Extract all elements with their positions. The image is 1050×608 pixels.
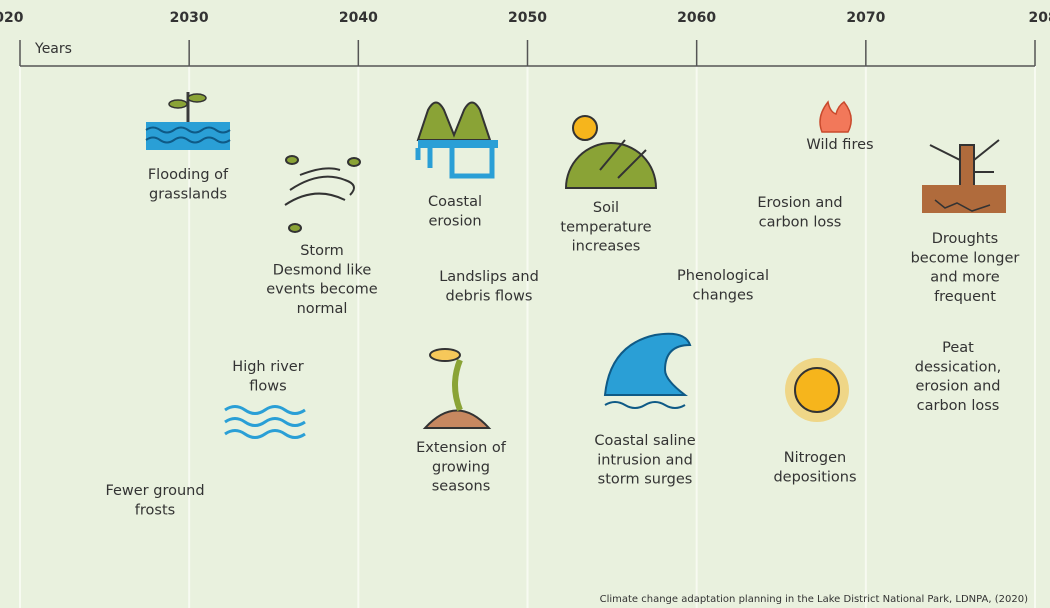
event: Nitrogen depositions bbox=[773, 450, 856, 485]
event: Erosion and carbon loss bbox=[757, 195, 842, 230]
event-label: erosion bbox=[428, 213, 481, 229]
year-label: 2080 bbox=[1029, 10, 1050, 26]
event-label: erosion and bbox=[916, 379, 1001, 395]
event: Peat dessication, erosion and carbon loss bbox=[915, 340, 1002, 414]
event-label: Coastal saline bbox=[594, 433, 695, 449]
icon-coastal-erosion bbox=[415, 101, 498, 179]
event: Landslips and debris flows bbox=[439, 269, 539, 304]
event-label: flows bbox=[249, 378, 286, 394]
icon-river bbox=[224, 405, 306, 439]
event-label: Flooding of bbox=[148, 167, 229, 183]
event-label: increases bbox=[572, 239, 641, 255]
event-label: frosts bbox=[135, 502, 175, 518]
icon-soil-temp bbox=[564, 115, 658, 189]
event-label: Nitrogen bbox=[784, 450, 846, 466]
event-label: depositions bbox=[773, 469, 856, 485]
icon-sun bbox=[785, 358, 849, 422]
year-label: 2030 bbox=[170, 10, 209, 26]
event-label: Wild fires bbox=[806, 137, 873, 153]
event-label: Erosion and bbox=[757, 195, 842, 211]
event-label: debris flows bbox=[446, 288, 533, 304]
event-label: carbon loss bbox=[917, 398, 1000, 414]
event: Fewer ground frosts bbox=[105, 483, 204, 518]
event: High river flows bbox=[232, 359, 303, 394]
event-label: become longer bbox=[911, 250, 1020, 266]
event: Coastal saline intrusion and storm surges bbox=[594, 433, 695, 488]
event-label: Landslips and bbox=[439, 269, 539, 285]
event-label: High river bbox=[232, 359, 303, 375]
year-label: 2040 bbox=[339, 10, 378, 26]
event: Storm Desmond like events become normal bbox=[266, 243, 378, 317]
event: Droughts become longer and more frequent bbox=[911, 231, 1020, 305]
event-label: and more bbox=[930, 270, 1000, 286]
event-label: intrusion and bbox=[597, 452, 693, 468]
event-label: temperature bbox=[560, 219, 651, 235]
event-label: Phenological bbox=[677, 268, 769, 284]
event: Extension of growing seasons bbox=[416, 440, 507, 495]
event-label: seasons bbox=[432, 479, 491, 495]
event: Flooding of grasslands bbox=[148, 167, 229, 202]
axis-label: Years bbox=[34, 41, 72, 57]
event: Soil temperature increases bbox=[560, 200, 651, 255]
event-label: Droughts bbox=[932, 231, 999, 247]
grid: 2020 2030 2040 2050 2060 2070 2080 bbox=[0, 10, 1050, 608]
event: Phenological changes bbox=[677, 268, 769, 303]
year-label: 2050 bbox=[508, 10, 547, 26]
event-label: Soil bbox=[593, 200, 619, 216]
event-label: events become bbox=[266, 282, 378, 298]
year-label: 2020 bbox=[0, 10, 24, 26]
icon-sprout bbox=[422, 348, 492, 429]
year-label: 2060 bbox=[677, 10, 716, 26]
icon-wave bbox=[603, 332, 692, 409]
event-label: Desmond like bbox=[273, 262, 372, 278]
event-label: storm surges bbox=[598, 472, 693, 488]
icon-fire bbox=[819, 100, 852, 133]
event-label: changes bbox=[693, 287, 754, 303]
event-label: Coastal bbox=[428, 194, 482, 210]
event-label: grasslands bbox=[149, 186, 227, 202]
icon-drought bbox=[922, 139, 1006, 213]
year-label: 2070 bbox=[846, 10, 885, 26]
event-label: growing bbox=[432, 459, 490, 475]
event-label: carbon loss bbox=[759, 214, 842, 230]
event-label: dessication, bbox=[915, 359, 1002, 375]
icon-grass-flood bbox=[145, 92, 231, 150]
event-label: frequent bbox=[934, 289, 996, 305]
event: Coastal erosion bbox=[428, 194, 482, 229]
event-label: Storm bbox=[300, 243, 344, 259]
event-label: Extension of bbox=[416, 440, 507, 456]
events: Flooding of grasslands Storm Desmond like ev… bbox=[105, 137, 1019, 518]
event: Wild fires bbox=[806, 137, 873, 153]
source: Climate change adaptation planning in th… bbox=[600, 594, 1029, 605]
event-label: normal bbox=[297, 301, 348, 317]
event-label: Peat bbox=[942, 340, 974, 356]
icon-storm bbox=[284, 155, 361, 233]
event-label: Fewer ground bbox=[105, 483, 204, 499]
